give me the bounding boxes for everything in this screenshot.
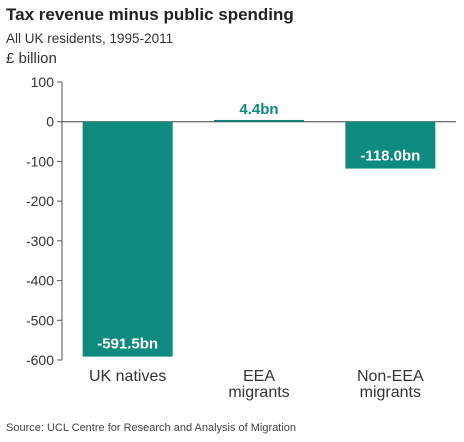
category-label: UK natives: [89, 368, 166, 385]
source-note: Source: UCL Centre for Research and Anal…: [6, 422, 297, 434]
bar-value-label: 4.4bn: [239, 101, 278, 118]
y-tick-label: -400: [26, 273, 54, 289]
y-tick-label: -300: [26, 233, 54, 249]
bar-value-label: -591.5bn: [97, 336, 158, 353]
y-tick-label: -100: [26, 153, 54, 169]
y-tick-label: 0: [46, 114, 54, 130]
category-label: Non-EEA: [357, 368, 424, 385]
category-label: migrants: [360, 384, 421, 401]
bar: [82, 121, 173, 357]
bar-value-label: -118.0bn: [360, 148, 420, 165]
y-tick-label: -600: [26, 352, 54, 368]
y-axis-unit: £ billion: [6, 50, 57, 67]
y-tick-label: -200: [26, 193, 54, 209]
category-label: migrants: [228, 384, 289, 401]
bar: [214, 119, 304, 122]
category-label: EEA: [243, 368, 275, 385]
y-tick-label: -500: [26, 312, 54, 328]
bar: [345, 121, 436, 169]
chart-subtitle: All UK residents, 1995-2011: [6, 31, 174, 46]
chart-title: Tax revenue minus public spending: [6, 5, 294, 24]
y-tick-label: 100: [31, 74, 55, 90]
